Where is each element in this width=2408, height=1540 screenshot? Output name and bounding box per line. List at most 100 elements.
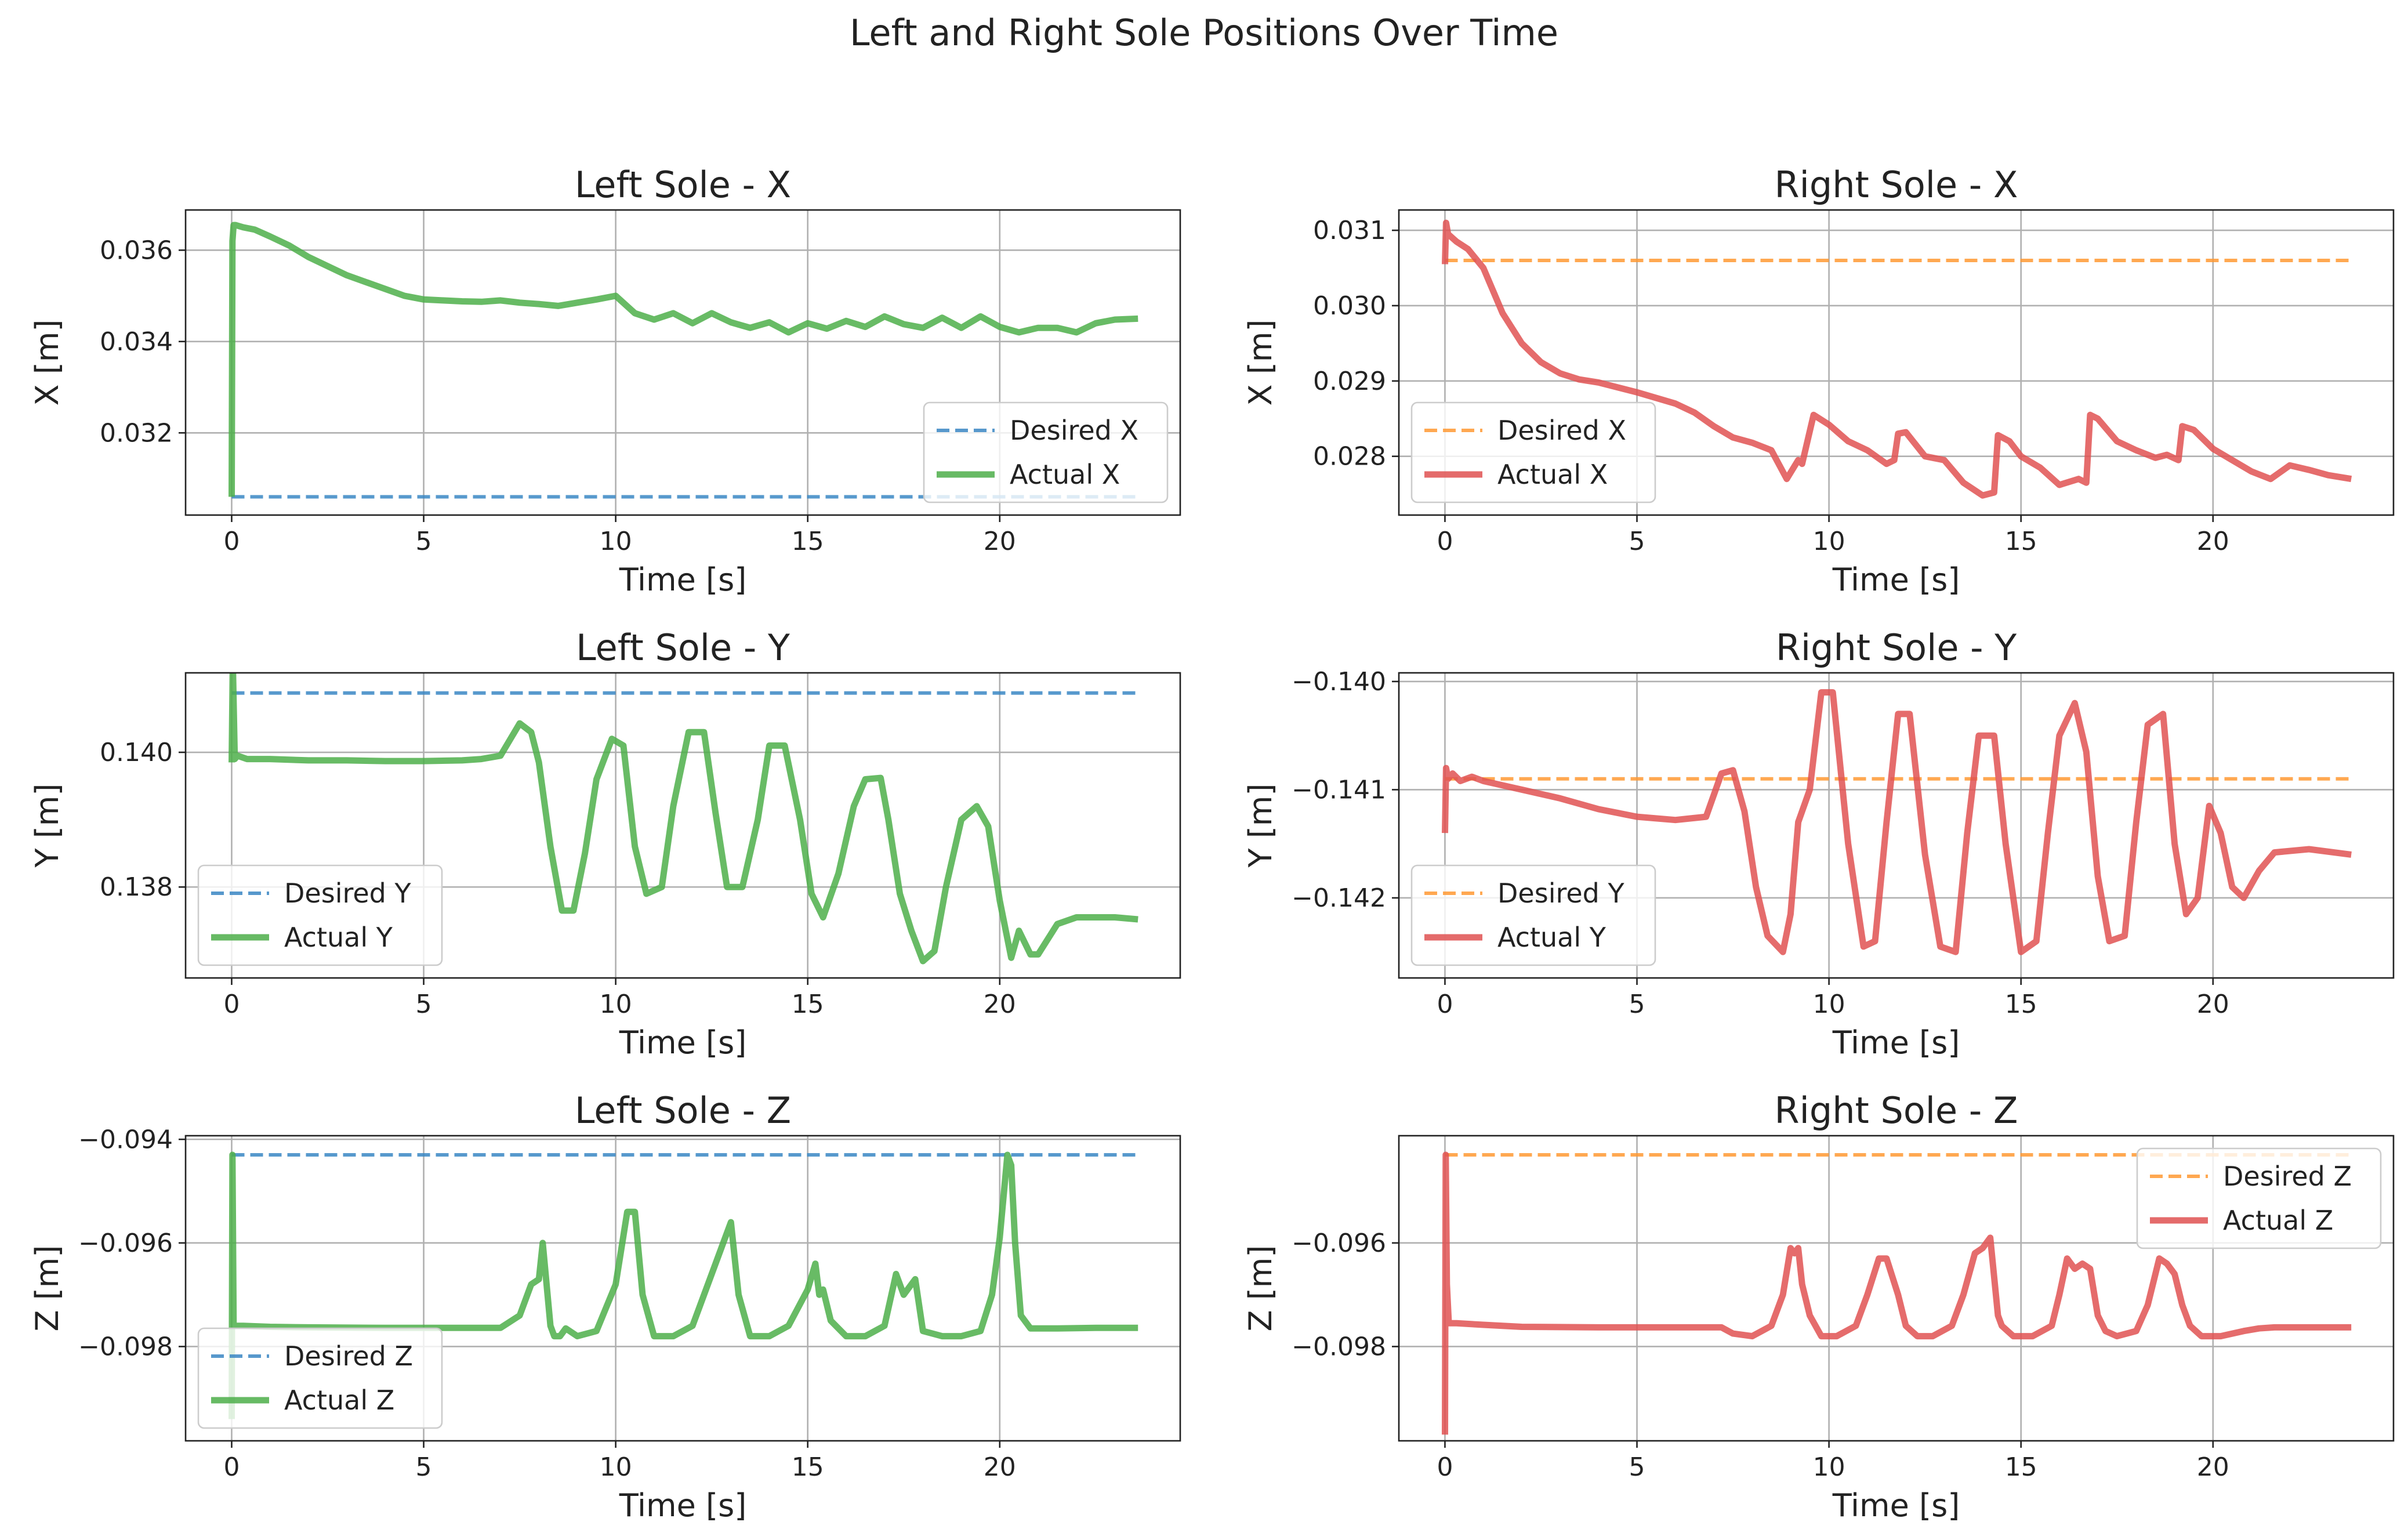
legend: Desired Z Actual Z [197, 1327, 443, 1429]
axes-frame [1398, 209, 2395, 516]
y-tick-label: −0.140 [1292, 667, 1386, 697]
panel-title: Right Sole - Z [1775, 1089, 2018, 1132]
x-tick-label: 5 [1629, 527, 1645, 556]
panels: 0 5 10 15 20 0.032 0.034 0.036 Left Sole - X Time… [29, 164, 2395, 1524]
x-axis-label: Time [s] [619, 1487, 747, 1524]
x-tick-label: 20 [2197, 1452, 2229, 1482]
figure-title: Left and Right Sole Positions Over Time [850, 12, 1558, 54]
panel-title: Left Sole - Y [576, 626, 790, 669]
panel-title: Right Sole - X [1775, 164, 2018, 206]
x-tick-label: 10 [600, 527, 632, 556]
panel-left-x: 0 5 10 15 20 0.032 0.034 0.036 Left Sole - X Time… [29, 164, 1181, 598]
x-tick-label: 15 [792, 1452, 824, 1482]
y-tick-label: −0.141 [1292, 775, 1386, 805]
series-line-actual-x [1442, 219, 2352, 499]
x-tick-label: 10 [600, 1452, 632, 1482]
x-tick-label: 5 [1629, 1452, 1645, 1482]
series-line-actual-x [229, 222, 1138, 497]
panel-title: Left Sole - X [575, 164, 791, 206]
panel-title: Right Sole - Y [1776, 626, 2017, 669]
x-tick-label: 0 [1437, 990, 1453, 1019]
series-line-actual-y [1442, 689, 2352, 955]
y-tick-label: 0.031 [1313, 216, 1386, 245]
legend-label: Desired Z [284, 1340, 413, 1372]
legend: Desired Y Actual Y [1410, 864, 1656, 966]
x-axis-label: Time [s] [619, 1024, 747, 1061]
panel-right-y: 0 5 10 15 20 −0.142 −0.141 −0.140 Right Sole - Y… [1242, 626, 2395, 1061]
y-tick-label: 0.028 [1313, 442, 1386, 472]
x-tick-label: 5 [416, 527, 432, 556]
legend: Desired X Actual X [923, 401, 1169, 503]
legend: Desired Z Actual Z [2136, 1147, 2382, 1249]
y-tick-label: −0.142 [1292, 883, 1386, 913]
legend: Desired X Actual X [1410, 401, 1656, 503]
series-line-actual-y [229, 673, 1138, 965]
y-tick-label: 0.034 [100, 327, 173, 357]
legend-label: Desired Y [284, 878, 411, 909]
legend-label: Actual Y [1497, 922, 1606, 953]
y-axis-label: Z [m] [1242, 1245, 1279, 1332]
x-tick-label: 10 [1813, 1452, 1845, 1482]
x-tick-label: 20 [2197, 990, 2229, 1019]
y-tick-label: 0.138 [100, 872, 173, 902]
x-tick-label: 20 [2197, 527, 2229, 556]
x-tick-label: 15 [2005, 1452, 2037, 1482]
y-tick-label: −0.096 [78, 1229, 173, 1258]
x-tick-label: 10 [1813, 990, 1845, 1019]
x-tick-label: 15 [2005, 527, 2037, 556]
axes-frame [184, 1135, 1181, 1442]
legend-label: Actual X [1497, 459, 1608, 490]
x-tick-label: 5 [1629, 990, 1645, 1019]
x-tick-label: 20 [984, 990, 1016, 1019]
y-axis-label: X [m] [29, 320, 66, 406]
series-line-actual-z [229, 1151, 1138, 1419]
legend-label: Actual Z [2223, 1205, 2333, 1236]
panel-right-z: 0 5 10 15 20 −0.098 −0.096 Right Sole - Z Time [… [1242, 1089, 2395, 1524]
axes-frame [1398, 1135, 2395, 1442]
y-tick-label: −0.094 [78, 1125, 173, 1154]
x-tick-label: 20 [984, 527, 1016, 556]
y-tick-label: 0.036 [100, 235, 173, 265]
y-tick-label: 0.140 [100, 738, 173, 767]
legend-label: Actual X [1010, 459, 1120, 490]
x-tick-label: 0 [1437, 527, 1453, 556]
panel-right-x: 0 5 10 15 20 0.028 0.029 0.030 0.031 Right Sole -… [1242, 164, 2395, 598]
y-axis-label: Y [m] [1242, 784, 1279, 868]
x-tick-label: 10 [1813, 527, 1845, 556]
axes-frame [184, 672, 1181, 979]
panel-title: Left Sole - Z [575, 1089, 791, 1132]
x-tick-label: 0 [223, 1452, 240, 1482]
x-tick-label: 5 [416, 1452, 432, 1482]
panel-left-z: 0 5 10 15 20 −0.098 −0.096 −0.094 Left Sole - Z T… [29, 1089, 1181, 1524]
x-tick-label: 15 [2005, 990, 2037, 1019]
x-tick-label: 0 [223, 990, 240, 1019]
x-tick-label: 5 [416, 990, 432, 1019]
panel-left-y: 0 5 10 15 20 0.138 0.140 Left Sole - Y Time [s] Y… [29, 626, 1181, 1061]
legend-label: Actual Y [284, 922, 393, 953]
x-tick-label: 0 [223, 527, 240, 556]
x-axis-label: Time [s] [1832, 1487, 1960, 1524]
series-line-actual-z [1442, 1151, 2352, 1435]
x-tick-label: 15 [792, 990, 824, 1019]
y-tick-label: 0.029 [1313, 367, 1386, 396]
x-tick-label: 0 [1437, 1452, 1453, 1482]
axes-frame [1398, 672, 2395, 979]
legend: Desired Y Actual Y [197, 864, 443, 966]
x-tick-label: 20 [984, 1452, 1016, 1482]
y-tick-label: −0.098 [1292, 1332, 1386, 1361]
legend-label: Desired X [1497, 415, 1626, 446]
y-tick-label: −0.096 [1292, 1229, 1386, 1258]
x-tick-label: 10 [600, 990, 632, 1019]
x-axis-label: Time [s] [1832, 561, 1960, 598]
y-axis-label: X [m] [1242, 320, 1279, 406]
y-axis-label: Z [m] [29, 1245, 66, 1332]
x-tick-label: 15 [792, 527, 824, 556]
legend-label: Desired Y [1497, 878, 1624, 909]
y-tick-label: 0.032 [100, 418, 173, 448]
x-axis-label: Time [s] [619, 561, 747, 598]
y-axis-label: Y [m] [29, 784, 66, 868]
x-axis-label: Time [s] [1832, 1024, 1960, 1061]
y-tick-label: −0.098 [78, 1332, 173, 1361]
legend-label: Desired Z [2223, 1161, 2352, 1192]
